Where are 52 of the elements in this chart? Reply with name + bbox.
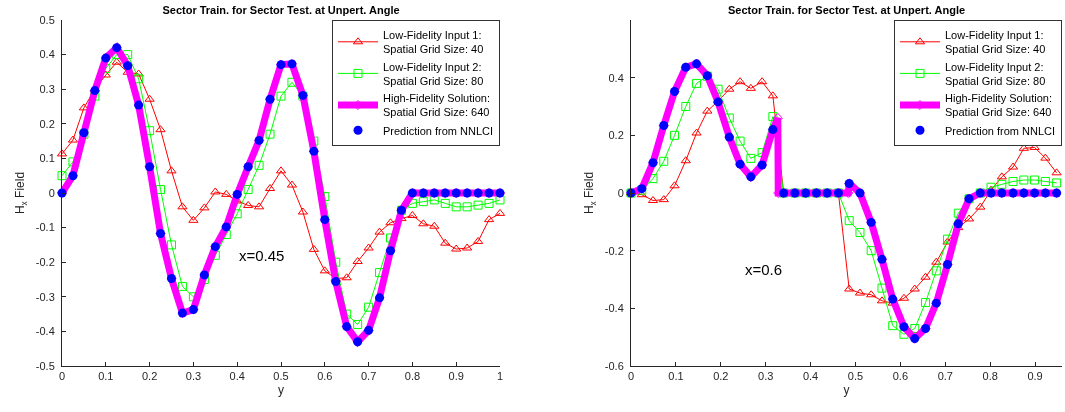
y-tick-label: -0.5 bbox=[35, 359, 55, 372]
x-axis-title: y bbox=[843, 383, 850, 398]
x-tick-label: 0.1 bbox=[98, 370, 114, 383]
y-tick-label: -0.6 bbox=[604, 359, 624, 372]
y-tick-label: 0.3 bbox=[39, 83, 55, 96]
x-tick-label: 1 bbox=[496, 370, 504, 383]
annotation: x=0.45 bbox=[239, 247, 285, 264]
x-tick-label: 0.4 bbox=[802, 370, 819, 383]
x-tick-label: 0.8 bbox=[982, 370, 998, 383]
y-tick-label: 0.2 bbox=[608, 129, 624, 142]
chart-title: Sector Train. for Sector Test. at Unpert. Angle bbox=[727, 3, 966, 16]
legend-label: Low-Fidelity Input 1: Spatial Grid Size: 40 bbox=[383, 28, 484, 56]
legend-label: Prediction from NNLCI bbox=[383, 124, 494, 137]
x-tick-label: 0.3 bbox=[758, 370, 774, 383]
x-tick-label: 0.8 bbox=[404, 370, 421, 383]
y-tick-label: -0.3 bbox=[35, 290, 55, 303]
x-tick-label: 0.2 bbox=[141, 370, 158, 383]
x-tick-label: 0.3 bbox=[185, 370, 202, 383]
x-tick-label: 0 bbox=[627, 370, 635, 383]
x-tick-label: 0 bbox=[58, 370, 66, 383]
x-tick-label: 0.9 bbox=[448, 370, 464, 383]
y-tick-label: 0 bbox=[617, 186, 624, 199]
legend-label: Prediction from NNLCI bbox=[945, 124, 1056, 137]
x-tick-label: 0.5 bbox=[847, 370, 864, 383]
y-tick-label: 0.2 bbox=[39, 117, 55, 130]
y-tick-label: 0 bbox=[48, 186, 55, 199]
y-tick-label: 0.4 bbox=[39, 48, 55, 61]
x-tick-label: 0.5 bbox=[273, 370, 289, 383]
x-tick-label: 0.6 bbox=[317, 370, 333, 383]
y-tick-label: 0.5 bbox=[39, 13, 55, 26]
legend-label: High-Fidelity Solution: Spatial Grid Size: 640 bbox=[945, 92, 1052, 119]
chart-title: Sector Train. for Sector Test. at Unpert. Angle bbox=[162, 3, 400, 16]
y-tick-label: 0.4 bbox=[608, 71, 624, 84]
x-tick-label: 0.7 bbox=[360, 370, 377, 383]
y-tick-label: -0.2 bbox=[35, 256, 55, 269]
x-tick-label: 0.6 bbox=[892, 370, 909, 383]
x-tick-label: 0.7 bbox=[937, 370, 953, 383]
y-tick-label: -0.4 bbox=[35, 325, 55, 338]
x-tick-label: 0.4 bbox=[229, 370, 245, 383]
legend-label: Low-Fidelity Input 2: Spatial Grid Size: 80 bbox=[383, 60, 484, 87]
x-tick-label: 0.1 bbox=[668, 370, 684, 383]
legend-label: High-Fidelity Solution: Spatial Grid Size: 640 bbox=[383, 92, 490, 119]
y-tick-label: -0.2 bbox=[604, 244, 624, 257]
y-tick-label: -0.4 bbox=[604, 302, 624, 315]
x-tick-label: 0.2 bbox=[713, 370, 729, 383]
legend-label: Low-Fidelity Input 1: Spatial Grid Size: 40 bbox=[945, 28, 1046, 56]
x-tick-label: 0.9 bbox=[1027, 370, 1043, 383]
annotation: x=0.6 bbox=[745, 261, 783, 278]
x-axis-title: y bbox=[278, 383, 284, 398]
y-tick-label: 0.1 bbox=[39, 152, 55, 165]
legend-label: Low-Fidelity Input 2: Spatial Grid Size: 80 bbox=[945, 60, 1046, 87]
y-tick-label: -0.1 bbox=[35, 221, 55, 234]
